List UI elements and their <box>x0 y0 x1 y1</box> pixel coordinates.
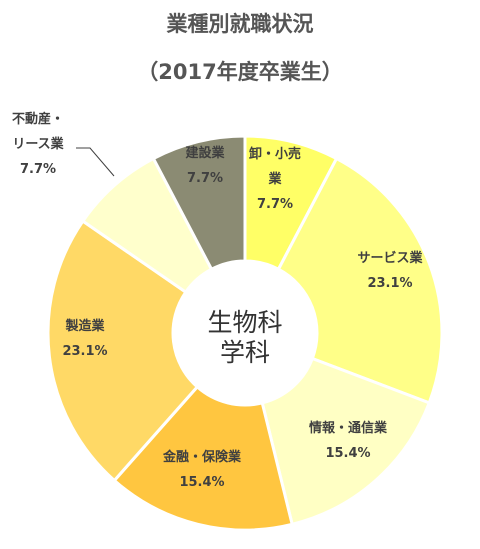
slice-name-label: 卸・小売 <box>249 146 301 162</box>
donut-hole <box>173 261 317 405</box>
slice-name-label: 製造業 <box>64 318 105 334</box>
leader-line <box>76 147 115 177</box>
slice-percent-label: 7.7% <box>187 171 223 186</box>
slice-name-label: 業 <box>267 171 282 187</box>
slice-name-label: 情報・通信業 <box>309 420 388 436</box>
slice-percent-label: 15.4% <box>179 475 224 490</box>
slice-name-label: 金融・保険業 <box>162 449 242 465</box>
center-label-line-1: 生物科 <box>207 308 282 337</box>
center-label-line-2: 学科 <box>220 338 270 367</box>
slice-name-label: 建設業 <box>185 145 225 161</box>
slice-percent-label: 7.7% <box>257 197 293 212</box>
slice-name-label: リース業 <box>12 136 64 152</box>
chart-subtitle: （2017年度卒業生） <box>137 60 343 84</box>
slice-percent-label: 15.4% <box>325 446 370 461</box>
slice-name-label: 不動産・ <box>12 111 64 127</box>
slice-percent-label: 23.1% <box>367 276 412 291</box>
slice-name-label: サービス業 <box>357 250 423 266</box>
slice-percent-label: 7.7% <box>20 162 56 177</box>
chart-title: 業種別就職状況 <box>166 12 314 36</box>
slice-percent-label: 23.1% <box>62 344 107 359</box>
